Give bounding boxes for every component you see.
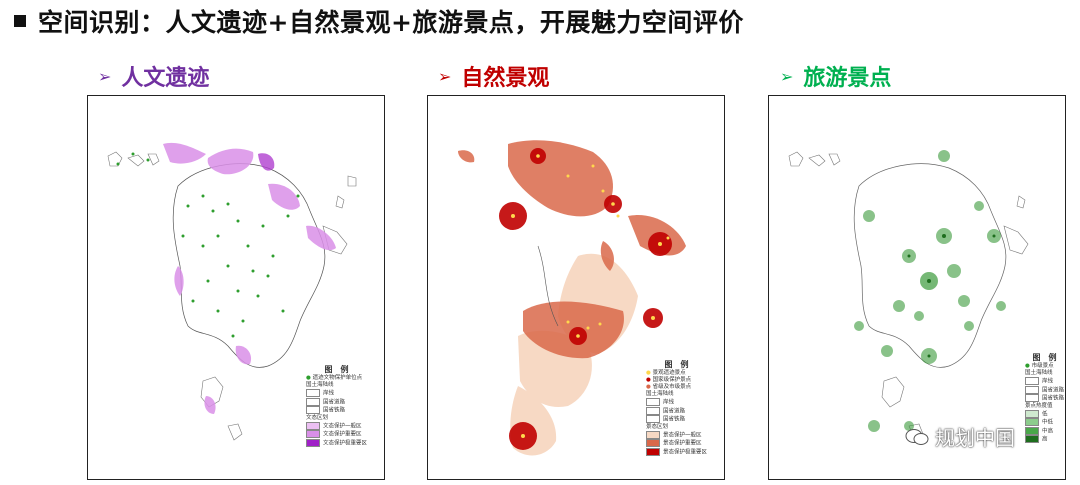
panel-label-cultural: 人文遗迹 xyxy=(121,66,210,91)
panel-header-tourism: ➢ 旅游景点 xyxy=(780,60,891,92)
map-tourism-svg xyxy=(788,150,1029,441)
map-cultural-heritage: 图 例 ● 遗迹文物保护单位点 国土海陆线 岸线 国省道路 国省铁路 文态区划 … xyxy=(87,95,385,480)
square-bullet-icon xyxy=(14,15,26,27)
arrow-right-icon: ➢ xyxy=(438,66,452,86)
arrow-right-icon: ➢ xyxy=(780,66,794,86)
watermark: 规划中国 xyxy=(905,422,1015,451)
panel-label-tourism: 旅游景点 xyxy=(803,66,892,91)
map-tourism: 图 例 ● 市级景点 国土海陆线 岸线 国省道路 国省铁路 景点热度值 低 中低… xyxy=(768,95,1066,480)
slide-title: 空间识别：人文遗迹+自然景观+旅游景点，开展魅力空间评价 xyxy=(38,8,744,37)
map-cultural-svg xyxy=(107,142,357,441)
watermark-text: 规划中国 xyxy=(935,426,1015,450)
panel-header-natural: ➢ 自然景观 xyxy=(438,60,549,92)
wechat-icon xyxy=(905,428,929,445)
panel-header-cultural: ➢ 人文遗迹 xyxy=(98,60,209,92)
map-natural-svg xyxy=(458,140,686,456)
map-legend: 图 例 ● 遗迹文物保护单位点 国土海陆线 岸线 国省道路 国省铁路 文态区划 … xyxy=(306,365,368,447)
panel-label-natural: 自然景观 xyxy=(461,66,550,91)
map-legend: 图 例 ● 景观遗迹景点 ● 国家级保护景点 ● 省级及市级景点 国土海陆线 岸… xyxy=(646,360,708,456)
slide-title-row: 空间识别：人文遗迹+自然景观+旅游景点，开展魅力空间评价 xyxy=(10,4,744,38)
arrow-right-icon: ➢ xyxy=(98,66,112,86)
map-natural-landscape: 图 例 ● 景观遗迹景点 ● 国家级保护景点 ● 省级及市级景点 国土海陆线 岸… xyxy=(427,95,725,480)
map-legend: 图 例 ● 市级景点 国土海陆线 岸线 国省道路 国省铁路 景点热度值 低 中低… xyxy=(1025,353,1065,443)
